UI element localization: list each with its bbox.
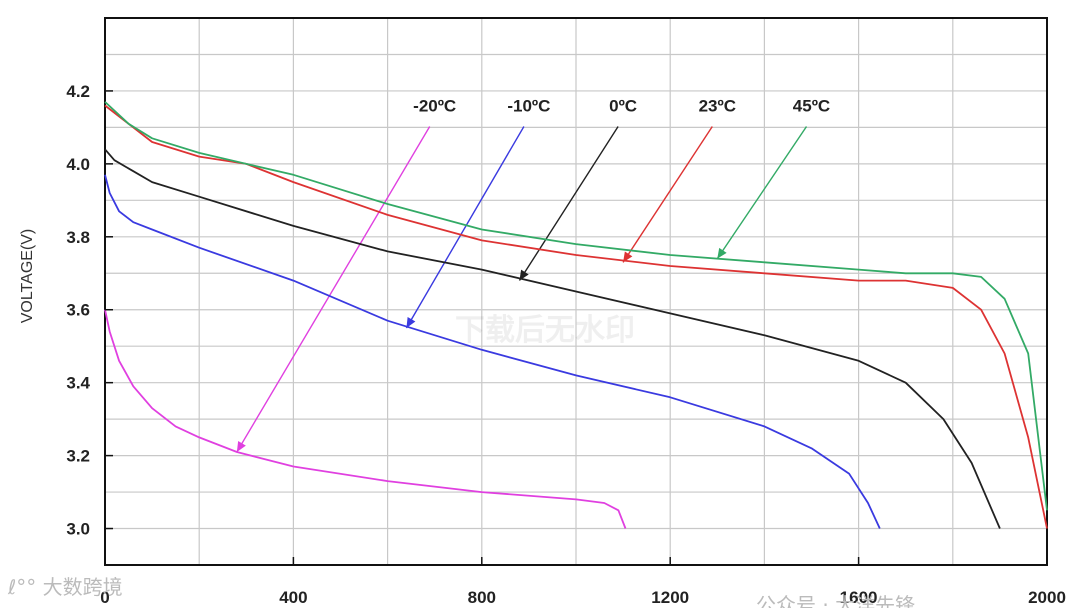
y-tick-label: 3.8	[66, 228, 90, 247]
grid	[105, 18, 1047, 565]
series-pointer-0	[236, 126, 431, 453]
y-tick-label: 3.6	[66, 301, 90, 320]
x-tick-label: 400	[279, 588, 307, 607]
brand-right: 公众号 · 大洋先锋	[756, 593, 915, 608]
series-arrowhead-1	[406, 317, 416, 328]
series-line-4	[104, 101, 1048, 511]
y-tick-label: 3.0	[66, 520, 90, 539]
series-label-2: 0ºC	[609, 97, 637, 116]
x-tick-label: 1200	[651, 588, 689, 607]
series-pointer-4	[716, 126, 808, 260]
y-tick-label: 4.2	[66, 82, 90, 101]
watermark: 下载后无水印	[455, 314, 635, 347]
series-line-3	[104, 104, 1048, 529]
series-arrowhead-4	[717, 247, 727, 259]
series-label-0: -20ºC	[413, 97, 456, 116]
series-label-4: 45ºC	[793, 97, 830, 116]
x-tick-label: 800	[468, 588, 496, 607]
x-tick-label: 1600	[840, 588, 878, 607]
series-pointer-3	[622, 126, 713, 263]
y-tick-label: 3.2	[66, 447, 90, 466]
y-tick-label: 4.0	[66, 155, 90, 174]
series-arrowhead-3	[623, 251, 633, 263]
series-line-2	[104, 148, 1001, 529]
series-pointer-2	[518, 126, 619, 281]
plot-frame	[104, 17, 1048, 566]
series-pointer-1	[405, 126, 525, 329]
series-line-1	[104, 174, 881, 529]
y-axis-label: VOLTAGE(V)	[19, 229, 36, 324]
series-arrowhead-0	[236, 441, 246, 452]
series-label-3: 23ºC	[699, 97, 736, 116]
tick-labels: 0 400 800 1200 1600 2000 3.0 3.2 3.4 3.6 3.8 4.0 4.2	[66, 82, 1066, 607]
series-line-0	[104, 309, 627, 529]
x-tick-label: 2000	[1028, 588, 1066, 607]
x-tick-label: 0	[100, 588, 109, 607]
brand-left: ℓ°° 大数跨境	[7, 575, 123, 599]
y-tick-label: 3.4	[66, 374, 90, 393]
series-label-1: -10ºC	[507, 97, 550, 116]
series-arrowhead-2	[519, 269, 529, 281]
series-layer: -20ºC -10ºC 0ºC 23ºC 45ºC	[104, 97, 1048, 529]
